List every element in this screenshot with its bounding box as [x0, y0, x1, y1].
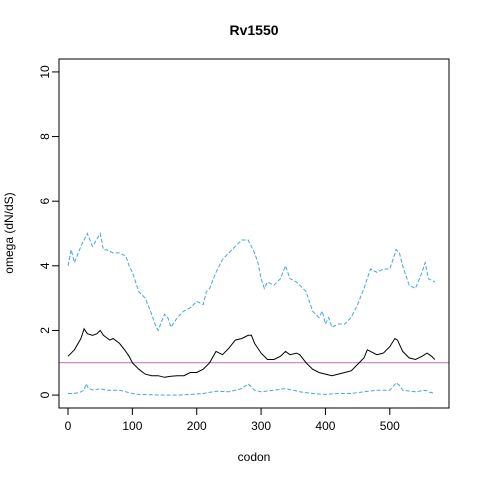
x-tick-label: 200 — [187, 419, 207, 433]
series-line-2 — [67, 327, 436, 378]
x-axis-label: codon — [238, 450, 271, 464]
y-tick-label: 0 — [38, 391, 52, 398]
plot-frame — [58, 58, 450, 409]
y-tick-label: 10 — [38, 65, 52, 79]
y-tick-label: 2 — [38, 327, 52, 334]
x-axis: 0 100 200 300 400 500 — [65, 407, 400, 433]
y-axis: 0 2 4 6 8 10 — [38, 65, 60, 398]
x-tick-label: 400 — [315, 419, 335, 433]
x-tick-label: 100 — [122, 419, 142, 433]
y-tick-label: 6 — [38, 198, 52, 205]
y-axis-label: omega (dN/dS) — [2, 192, 16, 273]
plot-area — [59, 232, 449, 396]
series-line-1 — [67, 232, 436, 332]
series-line-3 — [68, 382, 435, 396]
chart-title: Rv1550 — [229, 22, 278, 38]
y-tick-label: 4 — [38, 262, 52, 269]
x-tick-label: 300 — [251, 419, 271, 433]
x-tick-label: 0 — [65, 419, 72, 433]
y-tick-label: 8 — [38, 133, 52, 140]
x-tick-label: 500 — [380, 419, 400, 433]
